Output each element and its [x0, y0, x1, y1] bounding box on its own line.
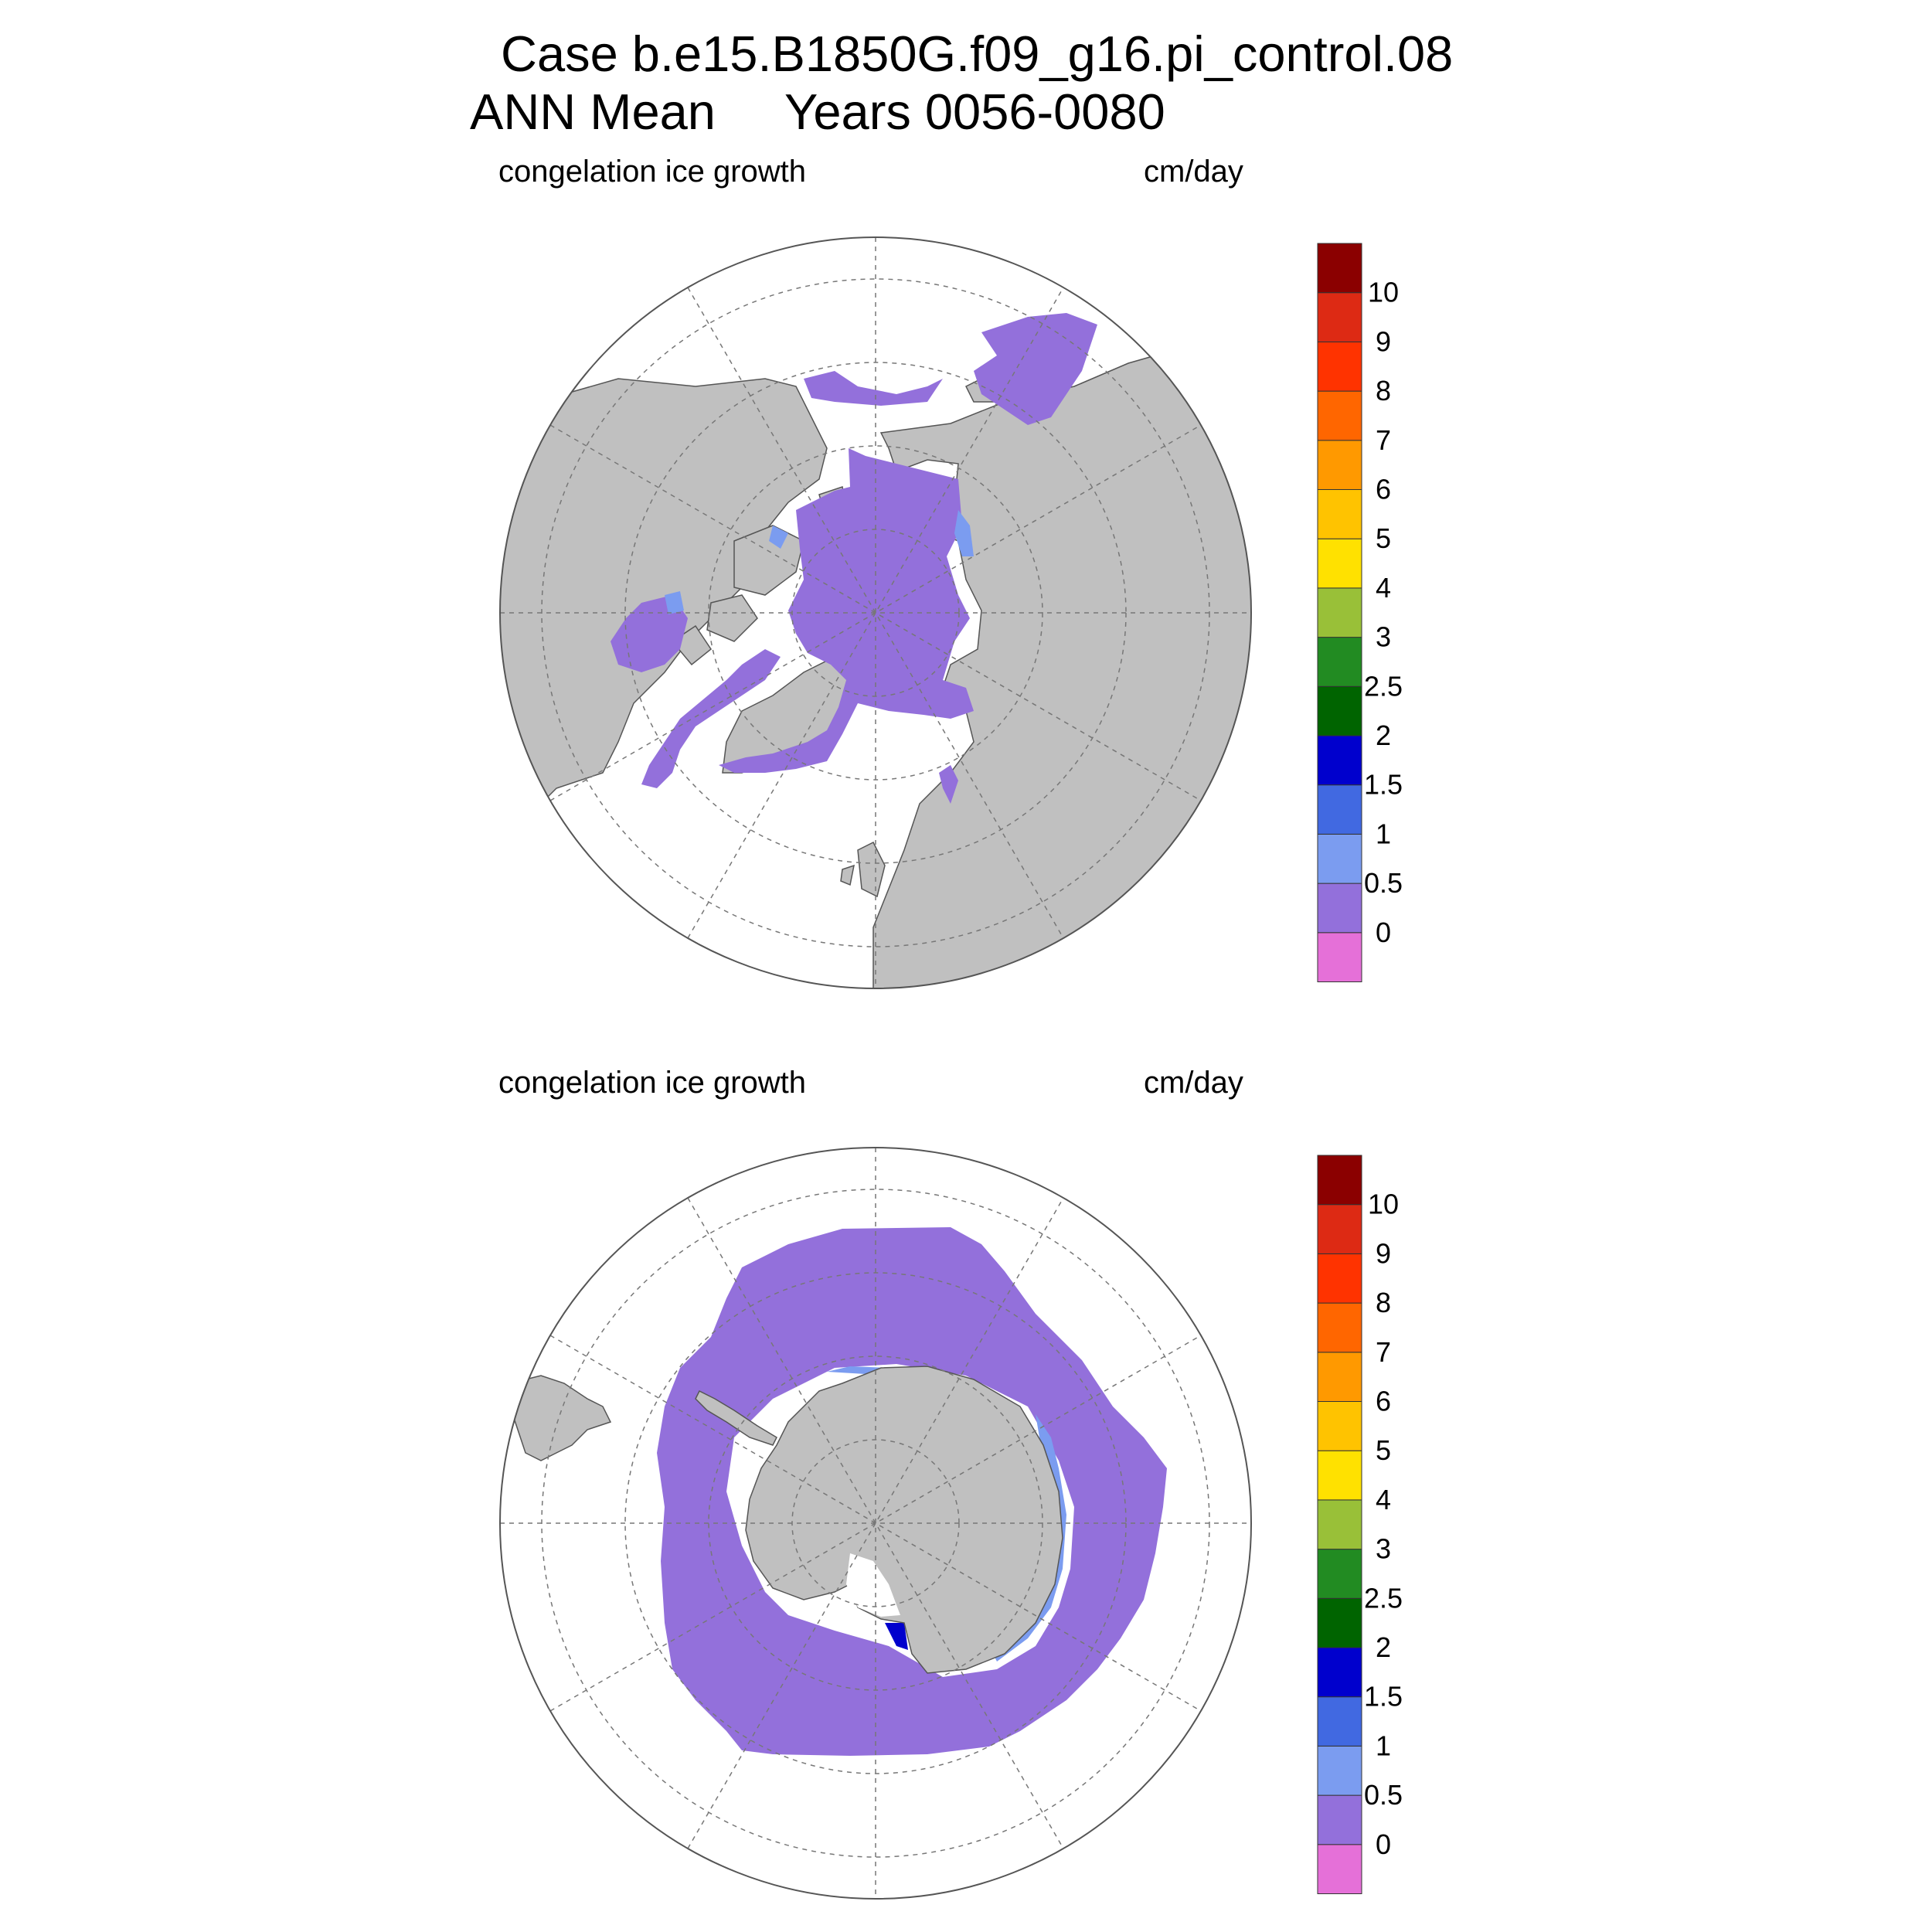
north-colorbar-swatch — [1317, 587, 1362, 638]
north-colorbar-tick-label: 5 — [1376, 522, 1391, 554]
south-colorbar-swatch — [1317, 1401, 1362, 1451]
north-colorbar-swatch — [1317, 538, 1362, 589]
south-colorbar-tick-label: 1 — [1376, 1730, 1391, 1761]
north-colorbar-tick-label: 9 — [1376, 325, 1391, 357]
north-colorbar-tick-label: 2 — [1376, 719, 1391, 751]
south-colorbar-tick-label: 0.5 — [1364, 1779, 1403, 1811]
south-land-antarctica — [745, 1366, 1063, 1674]
north-colorbar-tick-label: 7 — [1376, 424, 1391, 456]
south-colorbar-tick-label: 5 — [1376, 1434, 1391, 1466]
south-colorbar-tick-label: 0 — [1376, 1828, 1391, 1860]
panel-north-variable-label: congelation ice growth — [498, 155, 807, 189]
north-colorbar-tick-label: 1.5 — [1364, 769, 1403, 801]
north-colorbar: 0 0.5 1 1.5 2 2.5 3 4 5 6 7 8 9 10 — [1317, 243, 1403, 983]
south-land-south-america — [509, 1375, 612, 1461]
north-colorbar-swatch — [1317, 390, 1362, 441]
north-colorbar-swatch — [1317, 243, 1362, 294]
north-colorbar-swatch — [1317, 883, 1362, 934]
north-colorbar-swatch — [1317, 489, 1362, 539]
south-colorbar-swatch — [1317, 1647, 1362, 1698]
south-colorbar-swatch — [1317, 1745, 1362, 1796]
figure-title-case: Case b.e15.B1850G.f09_g16.pi_control.08 — [501, 26, 1454, 82]
south-colorbar-tick-label: 4 — [1376, 1484, 1391, 1515]
figure-title-period: ANN Mean Years 0056-0080 — [470, 83, 1165, 140]
north-colorbar-tick-label: 4 — [1376, 572, 1391, 604]
south-colorbar-swatch — [1317, 1844, 1362, 1895]
south-colorbar-swatch — [1317, 1696, 1362, 1747]
south-polar-map — [499, 1147, 1252, 1932]
south-colorbar-tick-label: 10 — [1368, 1189, 1399, 1220]
south-land-new-zealand-tasmania — [935, 1905, 974, 1932]
north-land-british-isles — [840, 841, 886, 898]
north-graticule — [500, 237, 1251, 988]
south-sea-ice-dark-blue — [885, 1623, 908, 1650]
north-colorbar-swatch — [1317, 932, 1362, 983]
north-colorbar-swatch — [1317, 784, 1362, 835]
north-sea-ice-central — [719, 448, 974, 773]
south-colorbar-swatch — [1317, 1302, 1362, 1353]
south-colorbar-tick-label: 6 — [1376, 1386, 1391, 1417]
south-colorbar-tick-label: 1.5 — [1364, 1681, 1403, 1713]
north-colorbar-tick-label: 1 — [1376, 818, 1391, 849]
north-colorbar-tick-label: 10 — [1368, 277, 1399, 308]
north-colorbar-swatch — [1317, 292, 1362, 342]
north-colorbar-tick-label: 0 — [1376, 917, 1391, 948]
panel-south-variable-label: congelation ice growth — [498, 1066, 807, 1100]
north-sea-ice-labrador — [641, 649, 781, 788]
north-colorbar-tick-label: 2.5 — [1364, 670, 1403, 702]
south-colorbar-swatch — [1317, 1450, 1362, 1501]
south-colorbar-swatch — [1317, 1499, 1362, 1550]
north-colorbar-tick-label: 8 — [1376, 375, 1391, 406]
panel-north-units-label: cm/day — [1144, 155, 1243, 189]
south-colorbar-swatch — [1317, 1794, 1362, 1845]
north-colorbar-swatch — [1317, 637, 1362, 687]
south-colorbar-tick-label: 7 — [1376, 1336, 1391, 1368]
north-colorbar-swatch — [1317, 833, 1362, 884]
north-map-boundary — [499, 236, 1252, 989]
south-colorbar-tick-label: 8 — [1376, 1287, 1391, 1318]
south-colorbar: 0 0.5 1 1.5 2 2.5 3 4 5 6 7 8 9 10 — [1317, 1155, 1403, 1895]
south-colorbar-tick-label: 3 — [1376, 1533, 1391, 1565]
south-ross-ice-shelf — [846, 1553, 900, 1617]
north-sea-ice-bering — [804, 371, 943, 406]
south-colorbar-tick-label: 2.5 — [1364, 1582, 1403, 1614]
south-colorbar-swatch — [1317, 1204, 1362, 1254]
north-colorbar-swatch — [1317, 685, 1362, 736]
north-colorbar-swatch — [1317, 341, 1362, 392]
panel-south-units-label: cm/day — [1144, 1066, 1243, 1100]
north-land-eurasia — [872, 347, 1251, 988]
south-map-boundary — [499, 1147, 1252, 1900]
south-colorbar-tick-label: 2 — [1376, 1631, 1391, 1663]
north-colorbar-swatch — [1317, 735, 1362, 786]
north-colorbar-swatch — [1317, 440, 1362, 490]
south-colorbar-swatch — [1317, 1155, 1362, 1206]
north-polar-map — [499, 236, 1252, 989]
south-colorbar-swatch — [1317, 1352, 1362, 1403]
north-colorbar-tick-label: 3 — [1376, 621, 1391, 653]
south-colorbar-tick-label: 9 — [1376, 1237, 1391, 1269]
south-colorbar-swatch — [1317, 1549, 1362, 1599]
north-sea-ice-baltic — [939, 765, 958, 804]
north-colorbar-tick-label: 0.5 — [1364, 867, 1403, 899]
south-colorbar-swatch — [1317, 1253, 1362, 1304]
north-sea-ice-okhotsk — [974, 313, 1097, 425]
north-colorbar-tick-label: 6 — [1376, 474, 1391, 505]
south-graticule — [500, 1148, 1251, 1899]
south-colorbar-swatch — [1317, 1597, 1362, 1648]
south-land-antarctic-peninsula — [695, 1389, 777, 1446]
